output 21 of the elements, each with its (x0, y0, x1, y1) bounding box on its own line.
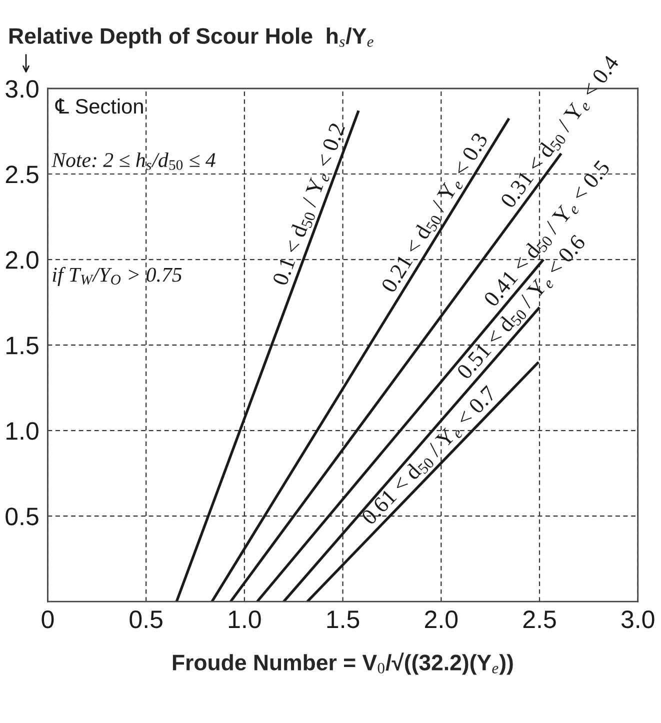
annotation: Note: 2 ≤ h$_{s}$/d$_{50}$ ≤ 4 (52, 152, 216, 170)
text: 0.21 < d$_{50}$ / Y$_{e}$ < 0.3 (380, 132, 488, 294)
x-tick-label: 3.0 (621, 610, 654, 628)
x-tick-label: 2.5 (523, 610, 556, 628)
y-tick-label: 3.0 (6, 80, 38, 98)
text: 0.1 < d$_{50}$ / Y$_{e}$ < 0.2 (272, 122, 348, 288)
y-tick-label: 0.5 (6, 508, 38, 526)
text: 0.61 < d$_{50}$ / Y$_{e}$ < 0.7 (360, 384, 500, 528)
y-tick-label: 2.5 (6, 166, 38, 184)
annotation: ℄ Section (55, 98, 143, 114)
y-axis-title: Relative Depth of Scour Hole h$_{s}$/Y$_{e}$ (9, 28, 374, 48)
annotation: if T$_{W}$/Y$_{O}$ > 0.75 (52, 266, 182, 286)
y-tick-label: 1.0 (6, 422, 38, 440)
x-axis-title: Froude Number = V$_{0}$/√((32.2)(Y$_{e}$)) (172, 652, 513, 675)
x-tick-label: 2.0 (425, 610, 458, 628)
x-tick-label: 1.5 (327, 610, 360, 628)
x-tick-label: 0.5 (130, 610, 162, 628)
y-tick-label: 2.0 (6, 251, 38, 269)
y-tick-label: 1.5 (6, 336, 38, 354)
x-tick-label: 1.0 (228, 610, 261, 628)
x-tick-label: 0 (42, 610, 54, 628)
